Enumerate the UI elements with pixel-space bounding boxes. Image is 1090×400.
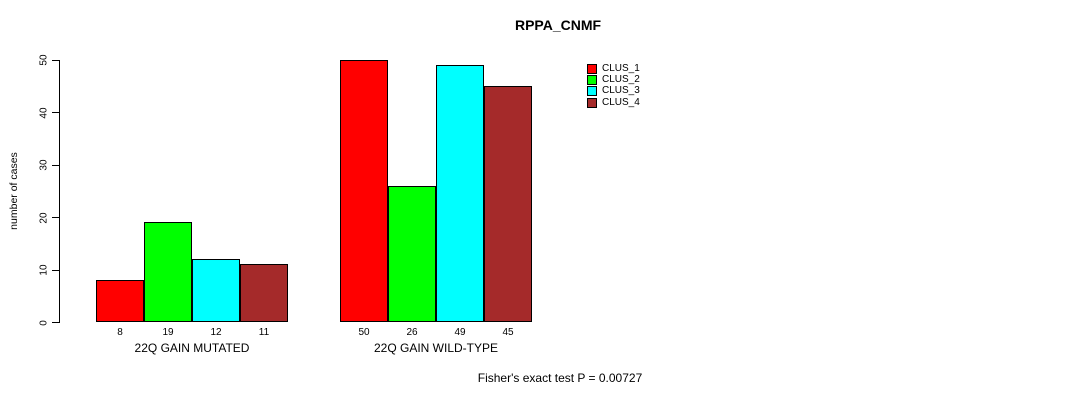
- group-label: 22Q GAIN MUTATED: [134, 341, 250, 355]
- legend-swatch-icon: [587, 86, 597, 97]
- bar-clus_2-group2: [388, 185, 436, 322]
- bar-value-label: 45: [502, 327, 514, 338]
- legend-item-clus_2: CLUS_2: [587, 74, 640, 85]
- y-axis-line: [59, 59, 60, 323]
- bar-clus_4-group1: [240, 264, 288, 322]
- pvalue-text: Fisher's exact test P = 0.00727: [477, 371, 643, 385]
- y-axis-tick: [52, 322, 59, 323]
- bar-value-label: 12: [210, 327, 222, 338]
- chart-title: RPPA_CNMF: [514, 17, 602, 33]
- bar-clus_1-group2: [340, 59, 388, 322]
- legend-item-clus_3: CLUS_3: [587, 86, 640, 97]
- y-axis-tick: [52, 112, 59, 113]
- legend-label: CLUS_3: [602, 85, 640, 97]
- y-axis-tick: [52, 164, 59, 166]
- y-axis-tick: [52, 269, 59, 271]
- y-axis-tick: [52, 217, 59, 218]
- y-tick-label: 10: [38, 264, 50, 276]
- bar-value-label: 11: [258, 327, 270, 338]
- bar-clus_4-group2: [484, 85, 532, 322]
- bar-value-label: 8: [117, 327, 123, 338]
- legend: CLUS_1 CLUS_2 CLUS_3 CLUS_4: [587, 63, 640, 108]
- bar-clus_3-group2: [436, 64, 484, 322]
- legend-label: CLUS_1: [602, 62, 640, 74]
- group-label: 22Q GAIN WILD-TYPE: [373, 341, 499, 355]
- bar-clus_3-group1: [192, 259, 240, 322]
- legend-swatch-icon: [587, 97, 597, 108]
- legend-label: CLUS_2: [602, 73, 640, 85]
- y-tick-label: 40: [38, 106, 50, 119]
- bar-clus_2-group1: [144, 222, 192, 322]
- y-axis-label: number of cases: [8, 152, 20, 230]
- bar-value-label: 50: [358, 327, 370, 338]
- bar-value-label: 26: [406, 327, 418, 338]
- y-tick-label: 0: [38, 319, 50, 326]
- y-tick-label: 50: [38, 54, 50, 66]
- y-tick-label: 30: [38, 159, 50, 171]
- bar-clus_1-group1: [96, 280, 144, 322]
- legend-label: CLUS_4: [602, 96, 640, 108]
- y-tick-label: 20: [38, 211, 50, 224]
- bar-value-label: 49: [454, 327, 466, 338]
- bar-value-label: 19: [162, 327, 174, 338]
- legend-item-clus_1: CLUS_1: [587, 63, 640, 74]
- legend-swatch-icon: [587, 63, 597, 74]
- legend-swatch-icon: [587, 74, 597, 85]
- y-axis-tick: [52, 59, 59, 61]
- legend-item-clus_4: CLUS_4: [587, 97, 640, 108]
